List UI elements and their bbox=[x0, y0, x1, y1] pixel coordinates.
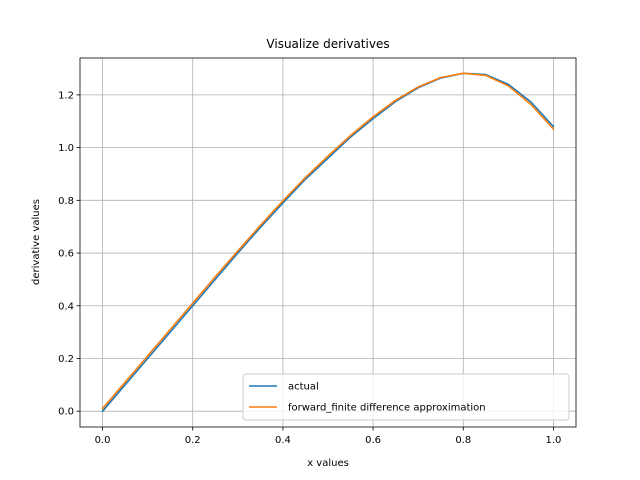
plot-frame bbox=[79, 57, 577, 428]
y-tick-label: 1.0 bbox=[58, 143, 74, 154]
chart-title: Visualize derivatives bbox=[266, 37, 389, 51]
legend-label-2: forward_finite difference approximation bbox=[288, 403, 486, 414]
y-tick-label: 0.8 bbox=[58, 196, 74, 207]
legend: actual forward_finite difference approxim… bbox=[242, 373, 570, 421]
legend-box bbox=[242, 373, 570, 421]
y-ticks: 0.0 0.2 0.4 0.6 0.8 1.0 1.2 bbox=[58, 90, 80, 418]
series-line-2 bbox=[101, 72, 555, 410]
series-lines bbox=[101, 72, 555, 413]
x-ticks: 0.0 0.2 0.4 0.6 0.8 1.0 bbox=[95, 427, 562, 446]
x-axis-label: x values bbox=[307, 458, 349, 469]
y-tick-label: 1.2 bbox=[58, 90, 74, 101]
x-tick-label: 1.0 bbox=[546, 435, 562, 446]
y-tick-label: 0.2 bbox=[58, 354, 74, 365]
y-axis-label: derivative values bbox=[31, 199, 42, 285]
x-tick-label: 0.8 bbox=[455, 435, 471, 446]
x-tick-label: 0.2 bbox=[185, 435, 201, 446]
grid-lines bbox=[80, 58, 576, 427]
x-tick-label: 0.4 bbox=[275, 435, 291, 446]
y-tick-label: 0.0 bbox=[58, 407, 74, 418]
legend-label-1: actual bbox=[288, 382, 319, 393]
x-tick-label: 0.6 bbox=[365, 435, 381, 446]
y-tick-label: 0.6 bbox=[58, 249, 74, 260]
y-tick-label: 0.4 bbox=[58, 301, 74, 312]
x-tick-label: 0.0 bbox=[95, 435, 111, 446]
